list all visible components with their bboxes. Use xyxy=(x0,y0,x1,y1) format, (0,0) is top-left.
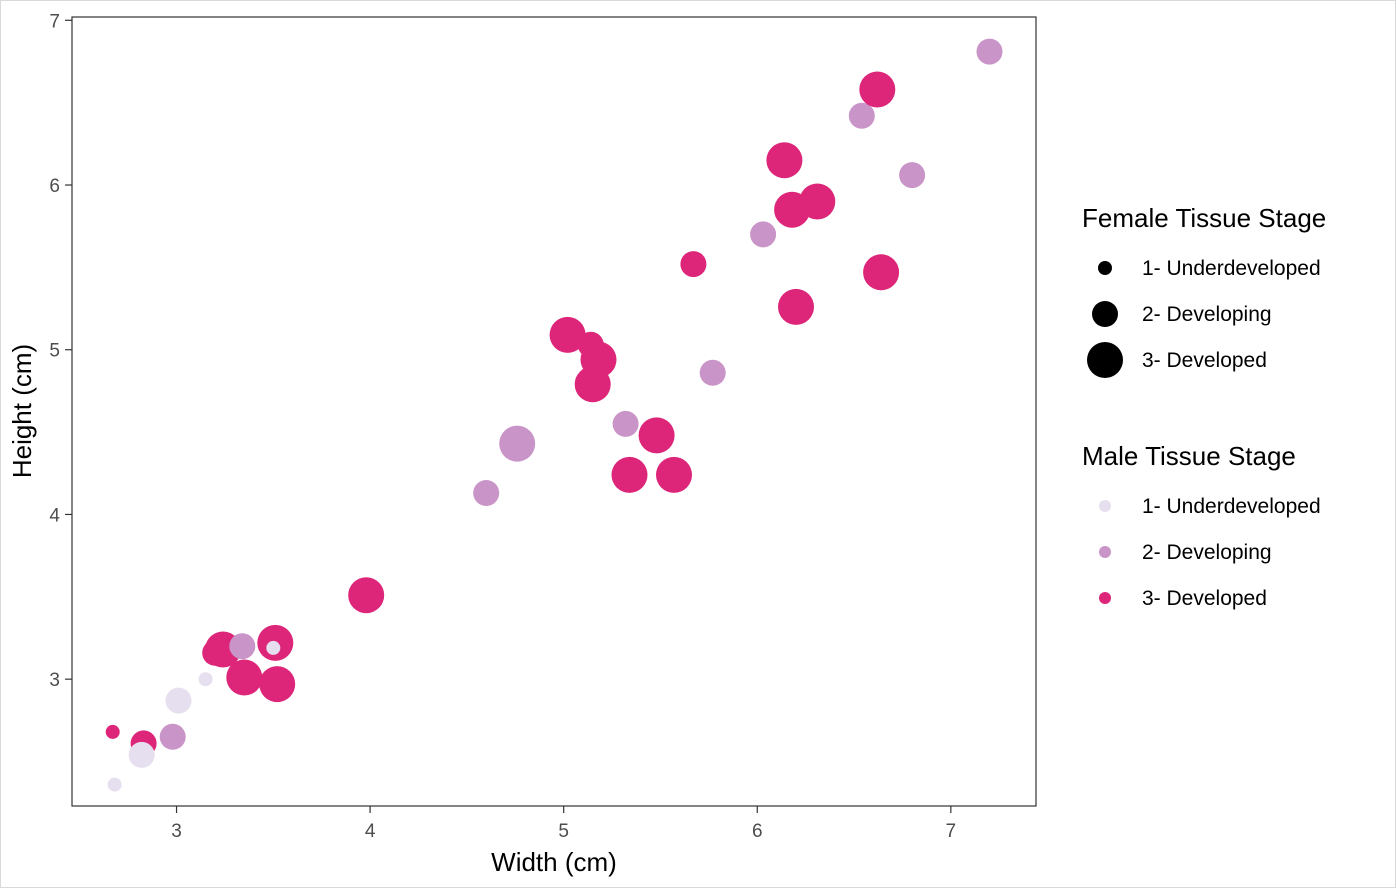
x-axis: 3 4 5 6 7 xyxy=(171,806,956,842)
male-legend-label-3: 3- Developed xyxy=(1142,587,1267,610)
data-point-24 xyxy=(611,456,648,493)
female-legend-key-1 xyxy=(1098,261,1112,275)
female-legend: Female Tissue Stage 1- Underdeveloped 2- … xyxy=(1082,203,1326,378)
y-axis-title: Height (cm) xyxy=(7,344,37,478)
female-legend-label-3: 3- Developed xyxy=(1142,349,1267,372)
data-point-23 xyxy=(638,417,675,454)
female-legend-label-1: 1- Underdeveloped xyxy=(1142,257,1321,280)
data-point-36 xyxy=(899,162,926,189)
data-point-16 xyxy=(473,480,500,506)
y-tick-label: 5 xyxy=(49,341,60,362)
data-point-21 xyxy=(574,366,611,403)
data-point-29 xyxy=(766,142,803,179)
male-legend-items: 1- Underdeveloped 2- Developing 3- Develop… xyxy=(1099,495,1321,610)
female-legend-key-2 xyxy=(1092,301,1118,327)
data-point-15 xyxy=(348,577,385,614)
y-tick-label: 6 xyxy=(49,176,60,197)
data-point-35 xyxy=(863,254,900,291)
data-point-32 xyxy=(778,288,814,325)
data-point-27 xyxy=(699,359,726,386)
female-legend-key-3 xyxy=(1087,342,1123,378)
male-legend: Male Tissue Stage 1- Underdeveloped 2- De… xyxy=(1082,441,1321,610)
data-point-26 xyxy=(680,251,707,278)
female-legend-title: Female Tissue Stage xyxy=(1082,203,1326,233)
data-point-14 xyxy=(259,666,296,703)
male-legend-title: Male Tissue Stage xyxy=(1082,441,1296,471)
x-tick-label: 3 xyxy=(171,821,182,842)
data-point-4 xyxy=(128,741,155,768)
data-point-31 xyxy=(799,183,836,220)
x-tick-label: 5 xyxy=(558,821,569,842)
data-point-18 xyxy=(549,316,586,353)
x-tick-label: 4 xyxy=(365,821,376,842)
female-legend-items: 1- Underdeveloped 2- Developing 3- Develop… xyxy=(1087,257,1321,378)
data-point-2 xyxy=(105,724,120,739)
data-point-5 xyxy=(159,723,186,750)
data-point-11 xyxy=(226,659,263,696)
male-legend-label-1: 1- Underdeveloped xyxy=(1142,495,1321,518)
male-legend-key-1 xyxy=(1099,500,1111,512)
y-tick-label: 4 xyxy=(49,505,60,526)
male-legend-key-3 xyxy=(1099,592,1111,604)
male-legend-label-2: 2- Developing xyxy=(1142,541,1272,564)
data-point-10 xyxy=(229,633,256,660)
y-tick-label: 7 xyxy=(49,11,60,32)
x-tick-label: 7 xyxy=(946,821,957,842)
plot-panel-border xyxy=(71,16,1037,807)
data-point-22 xyxy=(612,410,639,437)
data-point-1 xyxy=(107,777,122,792)
data-point-7 xyxy=(198,672,213,687)
data-point-28 xyxy=(750,221,777,248)
data-point-13 xyxy=(266,640,281,655)
data-point-6 xyxy=(165,687,192,714)
y-axis: 3 4 5 6 7 xyxy=(49,11,72,691)
data-point-33 xyxy=(848,102,875,129)
data-point-17 xyxy=(499,425,536,462)
data-point-34 xyxy=(859,71,896,108)
x-axis-title: Width (cm) xyxy=(491,847,617,877)
male-legend-key-2 xyxy=(1099,546,1111,558)
data-point-25 xyxy=(656,456,692,493)
female-legend-label-2: 2- Developing xyxy=(1142,303,1272,326)
x-tick-label: 6 xyxy=(752,821,763,842)
y-tick-label: 3 xyxy=(49,670,60,691)
points-layer xyxy=(105,38,1003,792)
data-point-37 xyxy=(976,38,1003,65)
